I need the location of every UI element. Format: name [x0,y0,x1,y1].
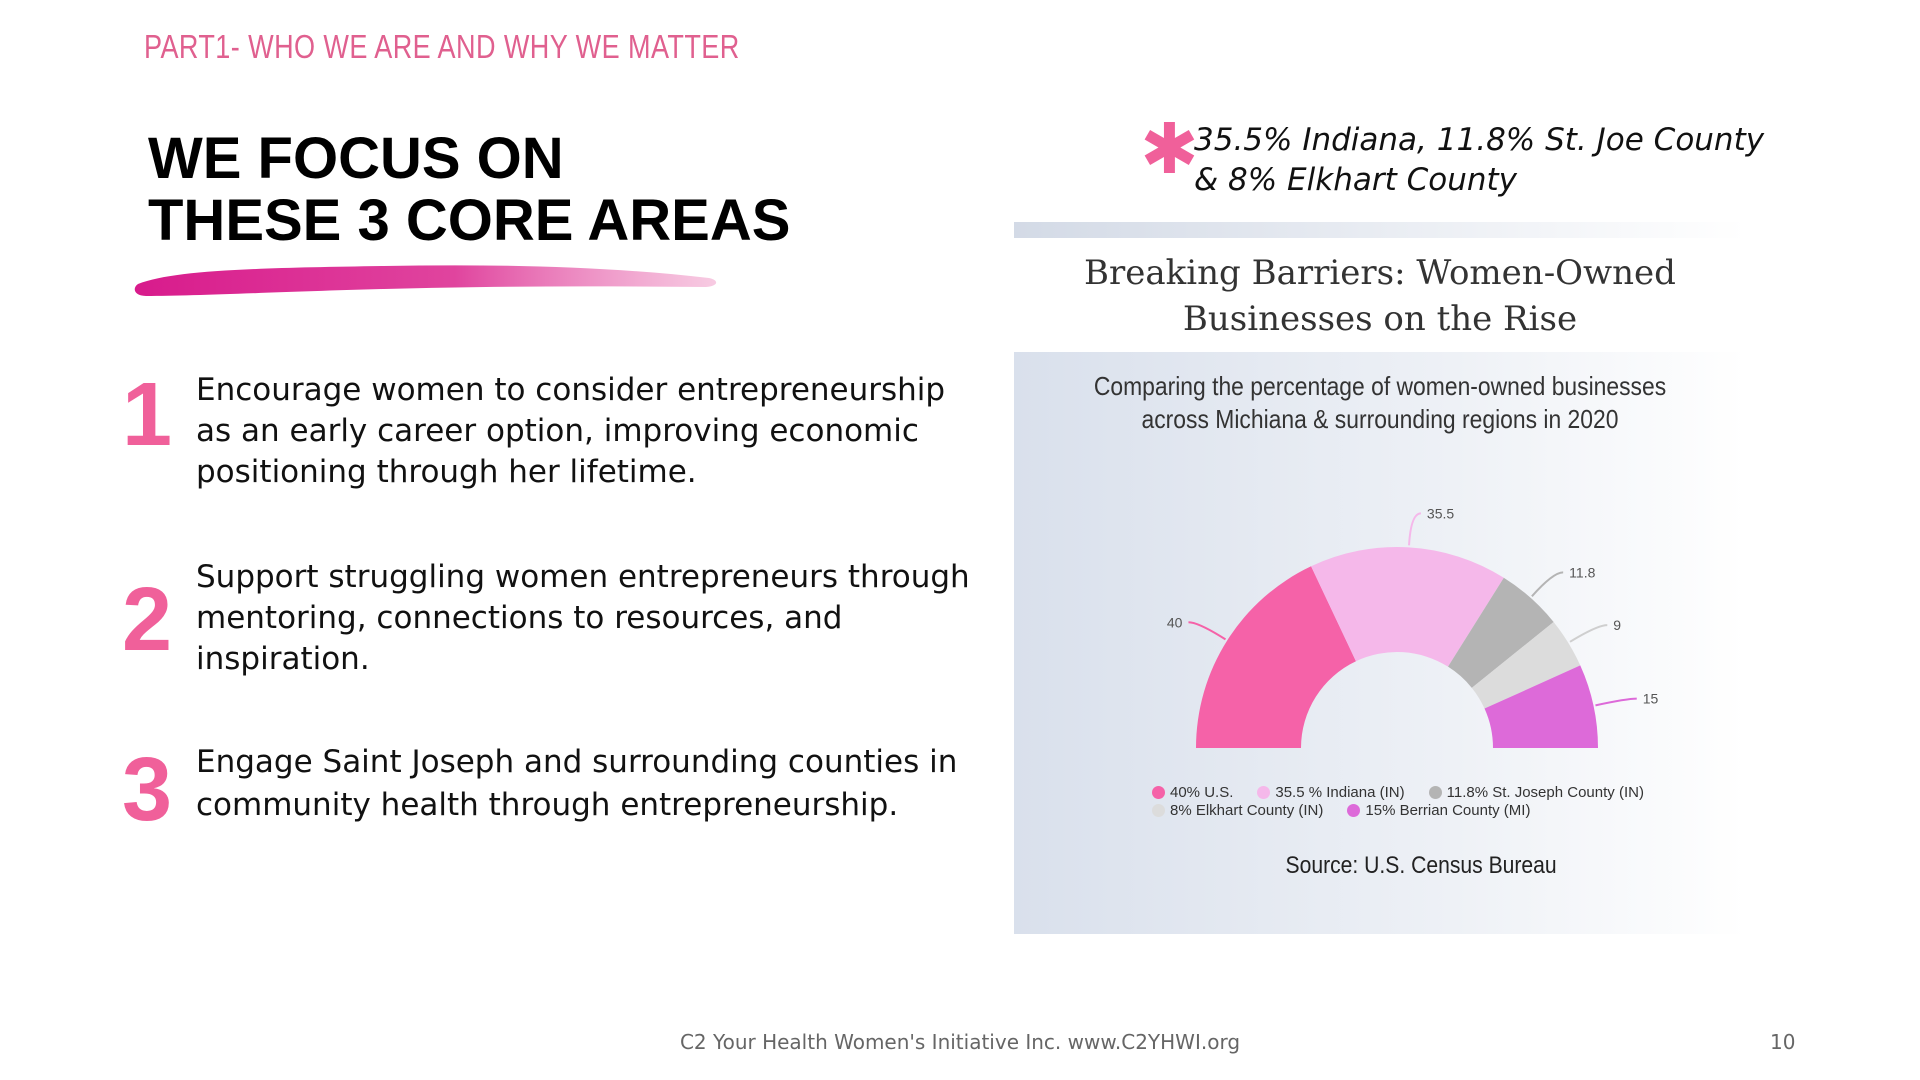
chart-leader-line-1 [1188,621,1227,641]
legend-swatch [1152,786,1165,799]
chart-slice-3 [1448,577,1554,688]
chart-title: Breaking Barriers: Women-Owned Businesse… [1084,253,1676,339]
legend-item-4: 8% Elkhart County (IN) [1152,802,1323,820]
legend-swatch [1347,804,1361,817]
page-title-line-2: THESE 3 CORE AREAS [148,188,791,253]
chart-title-box [1014,238,1746,352]
chart-card: Breaking Barriers: Women-Owned Businesse… [1014,222,1746,934]
chart-leader-line-2 [1408,512,1422,546]
chart-leader-line-3 [1531,571,1564,597]
page-title: WE FOCUS ON THESE 3 CORE AREAS [148,128,790,252]
chart-data-label-2: 35.5 [1427,505,1454,521]
legend-swatch [1152,804,1165,817]
page-number: 10 [1770,1030,1796,1054]
core-area-text: Support struggling women entrepreneurs t… [196,559,970,677]
chart-data-label-4: 9 [1613,617,1621,633]
chart-slice-2 [1311,547,1504,667]
brush-stroke-decoration [134,265,717,296]
core-area-number: 3 [121,740,173,840]
legend-label: 40% U.S. [1170,784,1234,801]
legend-item-3: 11.8% St. Joseph County (IN) [1428,784,1644,802]
chart-slice-5 [1484,665,1598,748]
core-area-number: 2 [121,570,173,670]
chart-slice-1 [1196,566,1356,748]
chart-leader-line-4 [1569,624,1608,643]
legend-label: 15% Berrian County (MI) [1365,802,1531,819]
chart-source: Source: U.S. Census Bureau [1014,852,1746,880]
page-title-line-1: WE FOCUS ON [148,126,564,191]
chart-legend: 40% U.S. 35.5 % Indiana (IN) 11.8% St. Jos… [1152,784,1692,820]
chart-data-label-5: 15 [1643,691,1659,707]
chart-slice-4 [1471,622,1581,709]
core-area-text: Encourage women to consider entrepreneur… [196,372,946,490]
section-kicker: PART1- WHO WE ARE AND WHY WE MATTER [144,28,740,65]
chart-subtitle: Comparing the percentage of women-owned … [1014,370,1746,436]
chart-data-label-1: 40 [1167,614,1183,630]
chart-data-label-3: 11.8 [1569,564,1595,580]
chart-source-text: Source: U.S. Census Bureau [1285,852,1557,879]
chart-subtitle-text: Comparing the percentage of women-owned … [1093,371,1667,434]
asterisk-icon: ✱ [1140,108,1199,190]
half-donut-chart: 40 35.5 11.8 9 15 [1167,505,1659,748]
statistic-note-line-2: & 8% Elkhart County [1194,162,1518,198]
chart-leader-line-5 [1595,697,1637,707]
legend-label: 35.5 % Indiana (IN) [1275,784,1405,801]
core-area-number: 1 [121,365,173,465]
footer-text: C2 Your Health Women's Initiative Inc. w… [679,1030,1241,1054]
legend-label: 11.8% St. Joseph County (IN) [1446,784,1644,801]
statistic-note-text: 35.5% Indiana, 11.8% St. Joe County & 8%… [1194,120,1764,200]
core-area-text: Engage Saint Joseph and surrounding coun… [196,744,958,823]
statistic-note-line-1: 35.5% Indiana, 11.8% St. Joe County [1194,122,1765,158]
legend-item-2: 35.5 % Indiana (IN) [1257,784,1405,802]
legend-label: 8% Elkhart County (IN) [1170,802,1324,819]
legend-item-1: 40% U.S. [1152,784,1233,802]
legend-swatch [1257,786,1271,799]
legend-item-5: 15% Berrian County (MI) [1347,802,1530,820]
legend-swatch [1428,786,1442,799]
chart-card-topbar [1014,222,1746,238]
